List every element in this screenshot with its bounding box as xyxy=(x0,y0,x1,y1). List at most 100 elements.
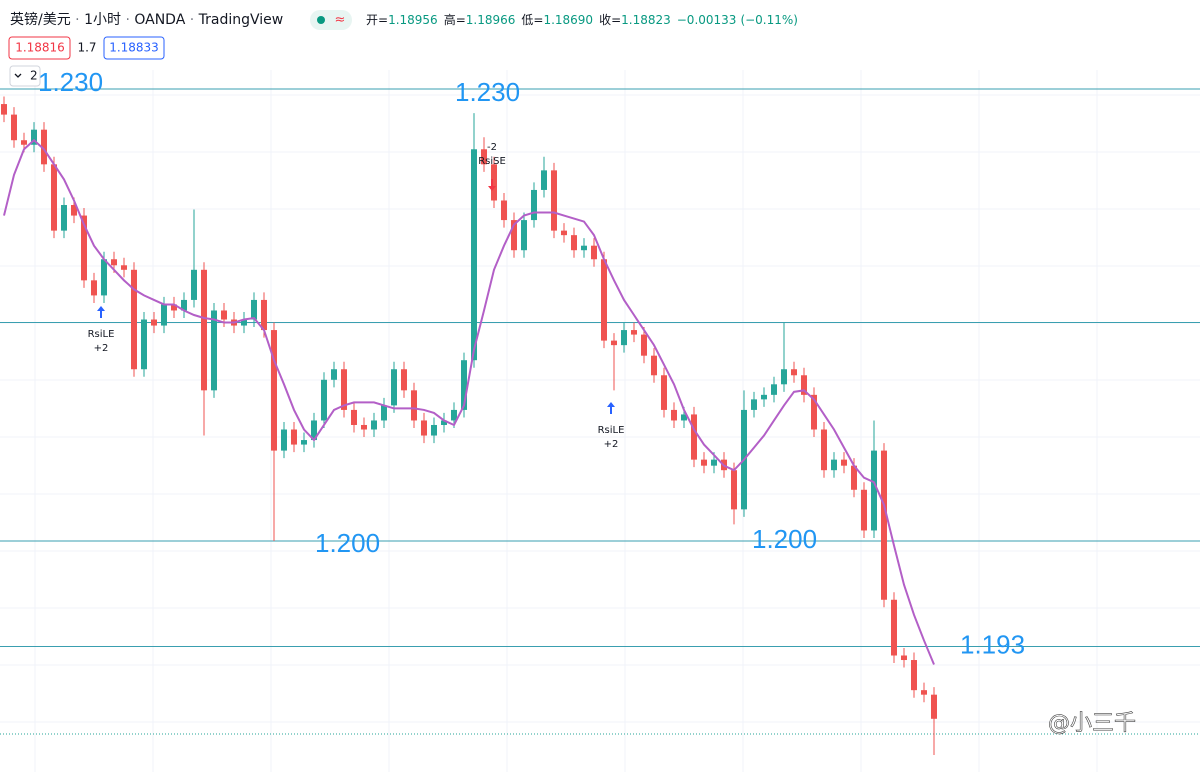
ohlc-label: 收= xyxy=(599,13,621,27)
candle-body xyxy=(81,215,87,281)
candle-body xyxy=(281,429,287,451)
candle-body xyxy=(551,170,557,231)
status-pill[interactable] xyxy=(310,10,352,30)
signal-qty: +2 xyxy=(604,439,619,450)
status-icon: ≈ xyxy=(335,13,346,28)
candle-body xyxy=(461,360,467,410)
candle-body xyxy=(501,200,507,221)
price-line-label: 1.230 xyxy=(38,67,103,97)
candle-body xyxy=(731,470,737,510)
candle-body xyxy=(691,414,697,460)
candle-body xyxy=(21,140,27,145)
candle-body xyxy=(601,259,607,341)
candle-body xyxy=(321,379,327,421)
moving-average xyxy=(3,138,935,665)
candle-body xyxy=(111,259,117,266)
signal-name: RsiLE xyxy=(88,329,115,340)
candle-body xyxy=(261,299,267,331)
candle-body xyxy=(381,405,387,421)
ohlc-label: 高= xyxy=(444,12,466,27)
candle-body xyxy=(641,334,647,356)
candle-body xyxy=(331,369,337,380)
grid xyxy=(0,70,1200,772)
candle-body xyxy=(491,164,497,201)
candle-body xyxy=(391,369,397,406)
ohlc-value: 1.18823 xyxy=(621,13,671,27)
signal-arrow xyxy=(607,402,615,414)
candle-body xyxy=(271,330,277,451)
candle-body xyxy=(851,465,857,490)
sell-button[interactable] xyxy=(8,36,71,60)
candle-body xyxy=(31,129,37,145)
candle-body xyxy=(121,265,127,270)
plot: 1.230 1.230 1.200 1.200 1.193 RsiLE +2 -2 RsiSE R… xyxy=(0,67,1200,755)
candle-body xyxy=(891,599,897,656)
candle-body xyxy=(581,245,587,251)
sep: · xyxy=(121,12,134,28)
interval: 1小时 xyxy=(84,12,121,28)
candle-body xyxy=(101,259,107,296)
candle-body xyxy=(161,304,167,326)
candle-body xyxy=(171,304,177,311)
candle-body xyxy=(511,220,517,251)
candle-body xyxy=(71,205,77,216)
candle-body xyxy=(541,170,547,190)
candle-body xyxy=(631,330,637,335)
price-line-label: 1.193 xyxy=(960,629,1025,659)
candle-body xyxy=(241,319,247,326)
candle-body xyxy=(411,390,417,421)
candle-body xyxy=(881,450,887,600)
candle-body xyxy=(431,424,437,436)
candle-body xyxy=(221,310,227,320)
candle-body xyxy=(701,459,707,466)
candle-body xyxy=(341,369,347,410)
candle-body xyxy=(571,235,577,251)
buy-button[interactable] xyxy=(103,36,165,60)
candle-body xyxy=(51,164,57,231)
candle-body xyxy=(441,420,447,425)
candle-body xyxy=(901,655,907,661)
price-line-label: 1.200 xyxy=(752,524,817,554)
candle-body xyxy=(481,149,487,165)
candle-body xyxy=(211,310,217,391)
sell-price: 1.18816 xyxy=(15,41,65,55)
source: OANDA xyxy=(134,12,185,28)
candle-body xyxy=(651,355,657,376)
candle-body xyxy=(41,129,47,165)
indicators-toggle[interactable] xyxy=(9,65,41,87)
candle-body xyxy=(351,409,357,425)
candle-body xyxy=(151,319,157,326)
candle-body xyxy=(201,269,207,391)
price-line-label: 1.200 xyxy=(315,528,380,558)
candle-body xyxy=(371,420,377,430)
candle-body xyxy=(451,409,457,421)
candle-body xyxy=(761,394,767,400)
chevron xyxy=(14,73,22,78)
candle-body xyxy=(561,230,567,236)
candle-body xyxy=(11,114,17,141)
candle-body xyxy=(1,104,7,115)
candle-body xyxy=(871,450,877,531)
candle-body xyxy=(841,459,847,466)
candle-body xyxy=(531,189,537,221)
candle-body xyxy=(801,375,807,395)
candle-body xyxy=(191,269,197,300)
signal-arrow xyxy=(488,179,496,191)
ohlc-value: 1.18690 xyxy=(543,13,593,27)
signal-name: RsiSE xyxy=(478,156,506,167)
candle-body xyxy=(861,489,867,531)
sep: · xyxy=(71,12,84,28)
change: −0.00133 xyxy=(677,13,737,27)
candle-body xyxy=(61,205,67,231)
platform: TradingView xyxy=(198,12,284,28)
ohlc-label: 开= xyxy=(366,13,388,27)
candle-body xyxy=(661,375,667,410)
change-pct: (−0.11%) xyxy=(740,13,798,27)
candle-body xyxy=(821,429,827,471)
candle-body xyxy=(91,280,97,296)
candle-body xyxy=(611,340,617,346)
ohlc-label: 低= xyxy=(521,13,543,27)
candle-body xyxy=(291,429,297,445)
candle-body xyxy=(781,369,787,385)
